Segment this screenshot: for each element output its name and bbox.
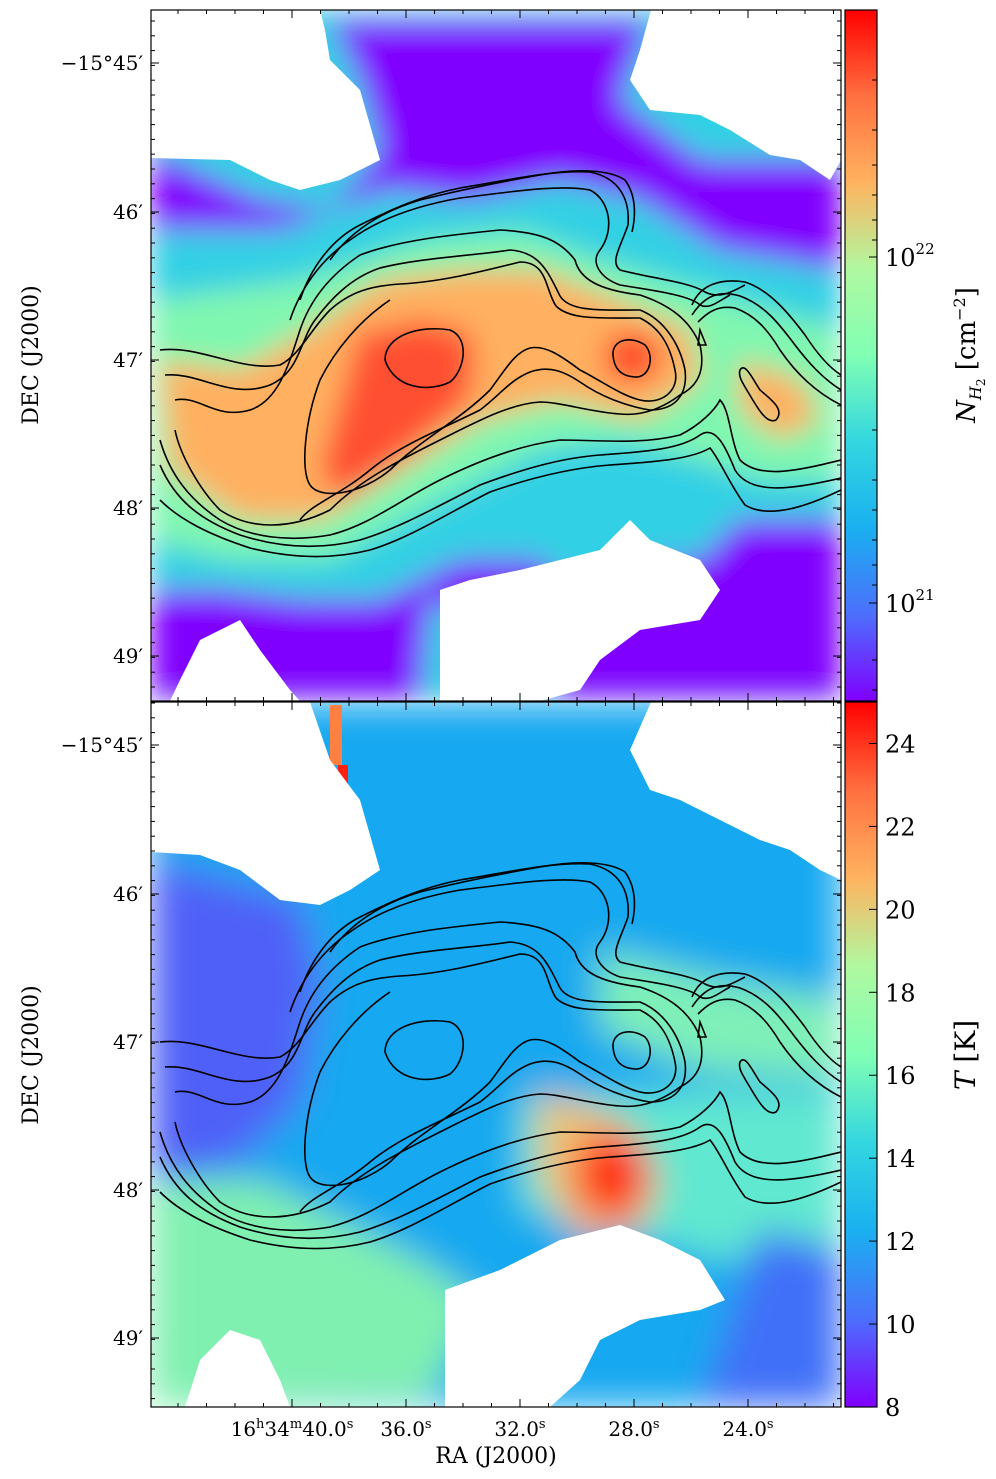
cb2-tick-label: 16 — [885, 1062, 916, 1090]
ra-tick-label: 32.0s — [494, 1417, 545, 1441]
colorbar-bottom — [844, 701, 878, 1408]
dec-tick-label: 49′ — [113, 644, 143, 668]
cb2-tick-label: 8 — [885, 1394, 900, 1422]
density-contours-top — [159, 170, 841, 558]
ra-tick-label: 36.0s — [380, 1417, 431, 1441]
axes: −15°45′ 46′ 47′ 48′ 49′ −15°45′ 46′ 47′ 48′ 49′ 16… — [61, 10, 935, 1441]
cb2-tick-label: 12 — [885, 1228, 916, 1256]
dec-tick-label: 47′ — [113, 348, 143, 372]
dec-tick-label: 46′ — [113, 200, 143, 224]
cb2-tick-label: 10 — [885, 1311, 916, 1339]
dec-tick-label: 46′ — [113, 882, 143, 906]
colorbar-top — [844, 9, 878, 702]
x-axis-label: RA (J2000) — [435, 1444, 556, 1469]
dec-tick-label: −15°45′ — [61, 51, 144, 75]
y-axis-label-bottom: DEC (J2000) — [19, 985, 44, 1125]
cb1-tick-label: 1021 — [885, 586, 935, 618]
column-density-map — [150, 9, 842, 702]
cb2-tick-label: 24 — [885, 730, 916, 758]
cb2-tick-label: 20 — [885, 896, 916, 924]
dec-tick-label: 49′ — [113, 1326, 143, 1350]
dec-tick-label: −15°45′ — [61, 733, 144, 757]
ra-tick-label: 28.0s — [608, 1417, 659, 1441]
ra-tick-label: 16h34m40.0s — [231, 1417, 354, 1441]
y-axis-label-top: DEC (J2000) — [19, 285, 44, 425]
colorbar-top-label: NH2 [cm−2] — [950, 287, 988, 424]
dec-tick-label: 48′ — [113, 1178, 143, 1202]
cb2-tick-label: 22 — [885, 813, 916, 841]
dec-tick-label: 48′ — [113, 496, 143, 520]
dec-tick-label: 47′ — [113, 1030, 143, 1054]
density-contours-bottom — [159, 862, 841, 1250]
temperature-map — [150, 701, 842, 1408]
cb2-tick-label: 14 — [885, 1145, 916, 1173]
cb1-tick-label: 1022 — [885, 240, 935, 272]
colorbar-bottom-label: T [K] — [949, 1020, 982, 1090]
ra-tick-label: 24.0s — [722, 1417, 773, 1441]
cb2-tick-label: 18 — [885, 979, 916, 1007]
